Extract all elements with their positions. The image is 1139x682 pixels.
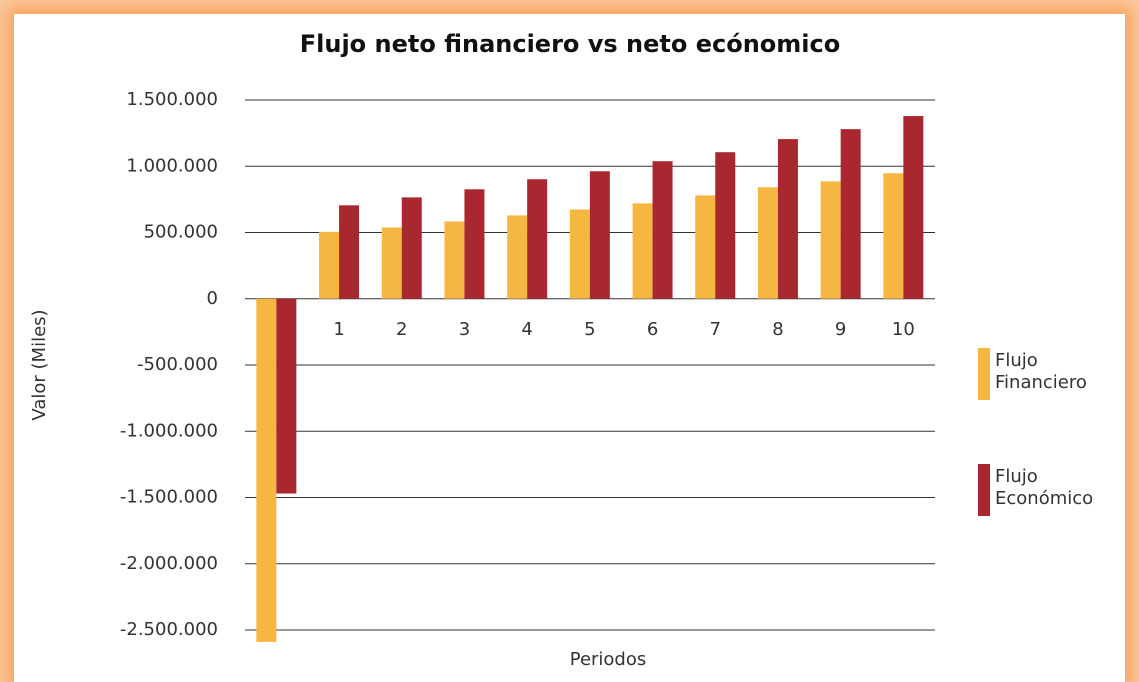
bar bbox=[589, 171, 610, 299]
y-tick-label: 0 bbox=[207, 288, 218, 309]
legend-label: Flujo Financiero bbox=[995, 350, 1087, 393]
bar bbox=[339, 205, 360, 299]
x-tick-label: 4 bbox=[521, 319, 532, 340]
chart-frame bbox=[14, 14, 1125, 682]
bar bbox=[883, 173, 904, 299]
x-tick-label: 8 bbox=[772, 319, 783, 340]
x-tick-label: 10 bbox=[892, 319, 915, 340]
bar bbox=[401, 197, 422, 299]
bar bbox=[527, 179, 548, 299]
y-tick-label: -2.000.000 bbox=[120, 553, 218, 574]
y-tick-label: 500.000 bbox=[144, 222, 218, 243]
bar bbox=[381, 227, 402, 299]
bar bbox=[569, 209, 590, 299]
bar bbox=[903, 116, 924, 299]
bar bbox=[715, 152, 736, 299]
x-tick-label: 2 bbox=[396, 319, 407, 340]
bar bbox=[319, 231, 340, 299]
legend-swatch bbox=[978, 464, 990, 516]
bar bbox=[464, 189, 485, 299]
bar bbox=[507, 215, 528, 299]
x-tick-label: 9 bbox=[835, 319, 846, 340]
y-tick-label: 1.500.000 bbox=[126, 89, 218, 110]
y-tick-label: -2.500.000 bbox=[120, 619, 218, 640]
x-tick-label: 5 bbox=[584, 319, 595, 340]
bar bbox=[632, 203, 653, 299]
x-tick-label: 3 bbox=[459, 319, 470, 340]
bar bbox=[820, 181, 841, 299]
bar bbox=[840, 129, 861, 299]
bar bbox=[276, 298, 297, 494]
x-tick-label: 1 bbox=[333, 319, 344, 340]
x-axis-label: Periodos bbox=[570, 649, 647, 670]
x-tick-label: 7 bbox=[710, 319, 721, 340]
y-axis-label: Valor (Miles) bbox=[29, 309, 50, 420]
legend-swatch bbox=[978, 348, 990, 400]
chart-title: Flujo neto financiero vs neto ecónomico bbox=[300, 30, 841, 58]
y-tick-label: -500.000 bbox=[137, 354, 218, 375]
bar bbox=[695, 195, 716, 299]
bar bbox=[444, 221, 465, 299]
y-tick-label: -1.000.000 bbox=[120, 420, 218, 441]
x-tick-label: 6 bbox=[647, 319, 658, 340]
legend-label: Flujo Económico bbox=[995, 466, 1094, 509]
bar bbox=[777, 139, 798, 299]
y-tick-label: 1.000.000 bbox=[126, 155, 218, 176]
bar bbox=[652, 161, 673, 299]
y-tick-label: -1.500.000 bbox=[120, 487, 218, 508]
bar bbox=[256, 298, 277, 642]
bar bbox=[757, 187, 778, 299]
